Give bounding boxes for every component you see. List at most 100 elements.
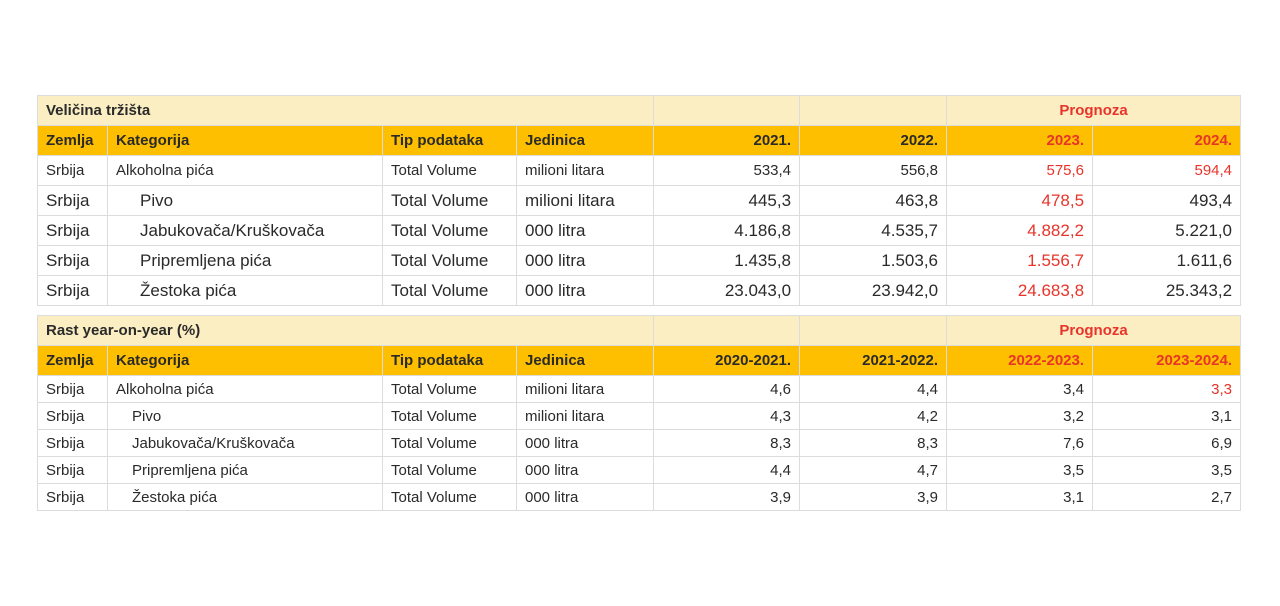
column-header: Jedinica xyxy=(515,345,655,376)
table-row: Srbija Pripremljena pića Total Volume 00… xyxy=(37,245,1242,276)
country-cell: Srbija xyxy=(37,275,108,306)
column-header: Kategorija xyxy=(107,345,383,376)
column-header: Tip podataka xyxy=(382,345,517,376)
value-cell: 478,5 xyxy=(946,185,1094,216)
table-row: Srbija Alkoholna pića Total Volume milio… xyxy=(37,155,1242,186)
category-cell: Jabukovača/Kruškovača xyxy=(107,429,383,457)
value-cell: 7,6 xyxy=(946,429,1094,457)
value-cell: 6,9 xyxy=(1092,429,1242,457)
value-cell: 5.221,0 xyxy=(1092,215,1242,246)
type-cell: Total Volume xyxy=(382,429,517,457)
table-row: Srbija Pivo Total Volume milioni litara … xyxy=(37,402,1242,430)
value-cell: 445,3 xyxy=(653,185,801,216)
value-cell: 23.043,0 xyxy=(653,275,801,306)
value-cell: 3,9 xyxy=(799,483,948,511)
type-cell: Total Volume xyxy=(382,456,517,484)
value-cell: 25.343,2 xyxy=(1092,275,1242,306)
value-cell: 8,3 xyxy=(799,429,948,457)
category-cell: Pivo xyxy=(107,185,383,216)
value-cell: 4,7 xyxy=(799,456,948,484)
value-cell: 4,4 xyxy=(653,456,801,484)
value-cell: 493,4 xyxy=(1092,185,1242,216)
country-cell: Srbija xyxy=(37,185,108,216)
value-cell: 4.186,8 xyxy=(653,215,801,246)
category-cell: Alkoholna pića xyxy=(107,375,383,403)
country-cell: Srbija xyxy=(37,215,108,246)
value-cell: 24.683,8 xyxy=(946,275,1094,306)
table-row: Srbija Jabukovača/Kruškovača Total Volum… xyxy=(37,215,1242,246)
tables-container: Veličina tržišta Prognoza Zemlja Kategor… xyxy=(36,95,1242,511)
column-header: 2023-2024. xyxy=(1092,345,1242,376)
value-cell: 1.556,7 xyxy=(946,245,1094,276)
value-cell: 3,9 xyxy=(653,483,801,511)
unit-cell: 000 litra xyxy=(515,215,655,246)
type-cell: Total Volume xyxy=(382,375,517,403)
unit-cell: 000 litra xyxy=(515,245,655,276)
value-cell: 575,6 xyxy=(946,155,1094,186)
column-header: Tip podataka xyxy=(382,125,517,156)
column-header: Zemlja xyxy=(37,345,108,376)
country-cell: Srbija xyxy=(37,375,108,403)
category-cell: Pripremljena pića xyxy=(107,456,383,484)
value-cell: 533,4 xyxy=(653,155,801,186)
forecast-label: Prognoza xyxy=(946,95,1242,126)
column-header: 2023. xyxy=(946,125,1094,156)
table-row: Srbija Žestoka pića Total Volume 000 lit… xyxy=(37,275,1242,306)
country-cell: Srbija xyxy=(37,429,108,457)
table-row: Srbija Žestoka pića Total Volume 000 lit… xyxy=(37,483,1242,511)
value-cell: 3,3 xyxy=(1092,375,1242,403)
country-cell: Srbija xyxy=(37,402,108,430)
category-cell: Žestoka pića xyxy=(107,275,383,306)
value-cell: 2,7 xyxy=(1092,483,1242,511)
table-header-row: Zemlja Kategorija Tip podataka Jedinica … xyxy=(37,345,1242,376)
value-cell: 4,4 xyxy=(799,375,948,403)
unit-cell: milioni litara xyxy=(515,185,655,216)
column-header: Jedinica xyxy=(515,125,655,156)
value-cell: 4.535,7 xyxy=(799,215,948,246)
table-title: Veličina tržišta xyxy=(36,95,655,126)
column-header: 2020-2021. xyxy=(653,345,801,376)
type-cell: Total Volume xyxy=(382,483,517,511)
column-header: 2022-2023. xyxy=(946,345,1094,376)
column-header: 2021. xyxy=(653,125,801,156)
column-header: 2024. xyxy=(1092,125,1242,156)
value-cell: 3,5 xyxy=(1092,456,1242,484)
type-cell: Total Volume xyxy=(382,185,517,216)
column-header: Zemlja xyxy=(37,125,108,156)
unit-cell: 000 litra xyxy=(515,275,655,306)
country-cell: Srbija xyxy=(37,483,108,511)
value-cell: 4,3 xyxy=(653,402,801,430)
table-row: Srbija Pripremljena pića Total Volume 00… xyxy=(37,456,1242,484)
value-cell: 3,1 xyxy=(1092,402,1242,430)
value-cell: 4.882,2 xyxy=(946,215,1094,246)
type-cell: Total Volume xyxy=(382,215,517,246)
category-cell: Jabukovača/Kruškovača xyxy=(107,215,383,246)
value-cell: 3,2 xyxy=(946,402,1094,430)
value-cell: 3,1 xyxy=(946,483,1094,511)
value-cell: 594,4 xyxy=(1092,155,1242,186)
column-header: Kategorija xyxy=(107,125,383,156)
table-row: Srbija Alkoholna pića Total Volume milio… xyxy=(37,375,1242,403)
value-cell: 1.611,6 xyxy=(1092,245,1242,276)
table-row: Srbija Pivo Total Volume milioni litara … xyxy=(37,185,1242,216)
category-cell: Pivo xyxy=(107,402,383,430)
value-cell: 4,6 xyxy=(653,375,801,403)
table-header-row: Zemlja Kategorija Tip podataka Jedinica … xyxy=(37,125,1242,156)
unit-cell: milioni litara xyxy=(515,402,655,430)
value-cell: 1.503,6 xyxy=(799,245,948,276)
category-cell: Pripremljena pića xyxy=(107,245,383,276)
category-cell: Alkoholna pića xyxy=(107,155,383,186)
value-cell: 3,5 xyxy=(946,456,1094,484)
type-cell: Total Volume xyxy=(382,155,517,186)
value-cell: 1.435,8 xyxy=(653,245,801,276)
value-cell: 556,8 xyxy=(799,155,948,186)
type-cell: Total Volume xyxy=(382,245,517,276)
table-row: Srbija Jabukovača/Kruškovača Total Volum… xyxy=(37,429,1242,457)
unit-cell: milioni litara xyxy=(515,155,655,186)
unit-cell: milioni litara xyxy=(515,375,655,403)
unit-cell: 000 litra xyxy=(515,483,655,511)
country-cell: Srbija xyxy=(37,456,108,484)
type-cell: Total Volume xyxy=(382,275,517,306)
forecast-label: Prognoza xyxy=(946,315,1242,346)
category-cell: Žestoka pića xyxy=(107,483,383,511)
